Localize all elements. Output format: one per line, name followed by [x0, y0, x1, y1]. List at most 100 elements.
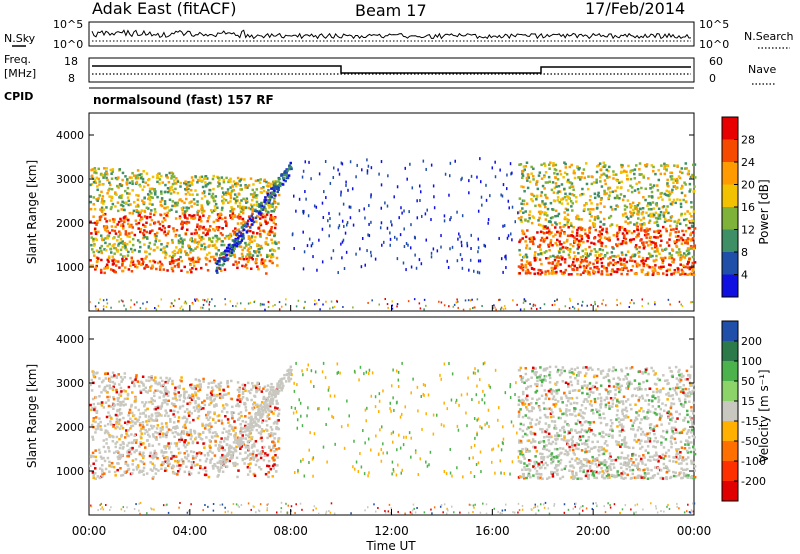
- echo-cell: [538, 216, 541, 220]
- echo-cell: [174, 187, 177, 191]
- echo-cell: [255, 386, 258, 390]
- echo-cell: [210, 457, 214, 461]
- echo-cell: [238, 257, 241, 260]
- echo-cell: [264, 215, 267, 219]
- echo-cell: [538, 171, 542, 174]
- echo-cell: [89, 259, 92, 262]
- echo-cell: [561, 246, 565, 249]
- echo-cell: [208, 439, 211, 442]
- echo-cell: [407, 300, 410, 303]
- echo-cell: [147, 443, 151, 446]
- echo-cell: [267, 306, 270, 309]
- echo-cell: [333, 305, 336, 308]
- echo-cell: [558, 201, 561, 204]
- echo-cell: [111, 380, 115, 384]
- echo-cell: [121, 378, 124, 381]
- echo-cell: [123, 376, 127, 379]
- echo-cell: [253, 401, 256, 405]
- echo-cell: [270, 216, 274, 219]
- echo-cell: [602, 172, 606, 176]
- echo-cell: [259, 223, 263, 227]
- echo-cell: [266, 388, 269, 392]
- echo-cell: [589, 195, 592, 198]
- echo-cell: [600, 173, 603, 177]
- echo-cell: [566, 195, 570, 199]
- echo-cell: [220, 395, 224, 398]
- echo-cell: [260, 204, 264, 208]
- echo-cell: [520, 220, 523, 223]
- echo-cell: [249, 457, 253, 460]
- echo-cell: [692, 273, 696, 276]
- echo-cell: [551, 261, 555, 264]
- echo-cell: [226, 246, 230, 250]
- echo-cell: [241, 434, 244, 437]
- echo-cell: [582, 192, 585, 196]
- echo-cell: [184, 221, 188, 224]
- echo-cell: [572, 171, 576, 175]
- echo-cell: [518, 240, 521, 244]
- echo-cell: [133, 248, 137, 252]
- echo-cell: [157, 412, 161, 415]
- echo-cell: [533, 254, 537, 257]
- echo-cell: [262, 206, 266, 209]
- echo-cell: [633, 189, 637, 192]
- echo-cell: [273, 234, 276, 238]
- echo-cell: [259, 456, 263, 460]
- y-tick-label: 3000: [56, 173, 84, 186]
- echo-cell: [224, 393, 228, 396]
- echo-cell: [93, 254, 96, 257]
- echo-cell: [433, 206, 436, 210]
- echo-cell: [94, 268, 97, 271]
- echo-cell: [89, 183, 92, 187]
- echo-cell: [672, 198, 676, 202]
- echo-cell: [247, 416, 251, 420]
- echo-cell: [642, 264, 646, 268]
- echo-cell: [156, 174, 159, 177]
- echo-cell: [346, 223, 348, 227]
- echo-cell: [232, 411, 236, 415]
- echo-cell: [98, 215, 102, 219]
- echo-cell: [156, 457, 159, 460]
- echo-cell: [272, 182, 275, 185]
- echo-cell: [194, 437, 197, 441]
- echo-cell: [172, 465, 176, 468]
- echo-cell: [257, 420, 260, 423]
- echo-cell: [378, 303, 380, 306]
- echo-cell: [469, 299, 472, 302]
- echo-cell: [224, 414, 227, 418]
- echo-cell: [185, 465, 188, 469]
- colorbar-swatch: [722, 252, 738, 275]
- echo-cell: [121, 178, 124, 182]
- echo-cell: [667, 298, 670, 301]
- echo-cell: [185, 197, 188, 201]
- echo-cell: [529, 240, 532, 243]
- echo-cell: [131, 419, 134, 423]
- echo-cell: [588, 273, 592, 276]
- echo-cell: [222, 180, 226, 184]
- echo-cell: [256, 381, 259, 385]
- echo-cell: [174, 430, 177, 434]
- echo-cell: [450, 216, 452, 220]
- echo-cell: [657, 168, 660, 172]
- echo-cell: [131, 189, 134, 192]
- echo-cell: [329, 224, 331, 228]
- echo-cell: [162, 435, 165, 438]
- echo-cell: [89, 220, 92, 224]
- echo-cell: [370, 166, 373, 170]
- echo-cell: [173, 249, 176, 253]
- echo-cell: [599, 168, 603, 171]
- echo-cell: [258, 425, 262, 429]
- echo-cell: [548, 248, 551, 252]
- echo-cell: [92, 375, 96, 378]
- echo-cell: [254, 235, 257, 239]
- echo-cell: [259, 304, 262, 307]
- echo-cell: [139, 185, 142, 188]
- echo-cell: [521, 207, 524, 210]
- echo-cell: [261, 412, 264, 416]
- echo-cell: [158, 260, 162, 264]
- echo-cell: [224, 220, 227, 223]
- echo-cell: [670, 178, 673, 181]
- echo-cell: [183, 238, 186, 241]
- echo-cell: [171, 241, 174, 244]
- echo-cell: [649, 255, 652, 258]
